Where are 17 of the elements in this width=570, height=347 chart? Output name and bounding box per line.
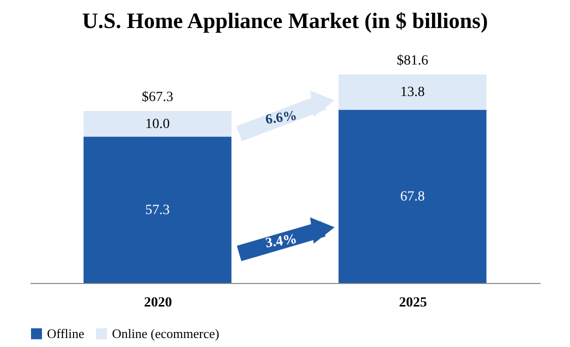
bar — [84, 111, 232, 137]
total-label: $81.6 — [396, 54, 428, 69]
annotation: 6.6% — [264, 108, 298, 128]
bar — [338, 110, 486, 283]
total-label: $67.3 — [142, 90, 174, 106]
data-label: 10.0 — [145, 116, 170, 132]
x-tick-label: 2025 — [399, 296, 427, 310]
data-label: 67.8 — [400, 189, 425, 204]
bar — [338, 74, 486, 110]
data-label: 13.8 — [400, 85, 425, 100]
x-tick-label: 2020 — [144, 296, 172, 310]
legend-label: Offline — [47, 326, 85, 341]
annotation: 3.4% — [264, 232, 298, 252]
bar — [84, 136, 232, 283]
legend-label: Online (ecommerce) — [112, 326, 220, 341]
data-label: 57.3 — [145, 202, 170, 218]
chart-title: U.S. Home Appliance Market (in $ billions) — [82, 8, 488, 33]
